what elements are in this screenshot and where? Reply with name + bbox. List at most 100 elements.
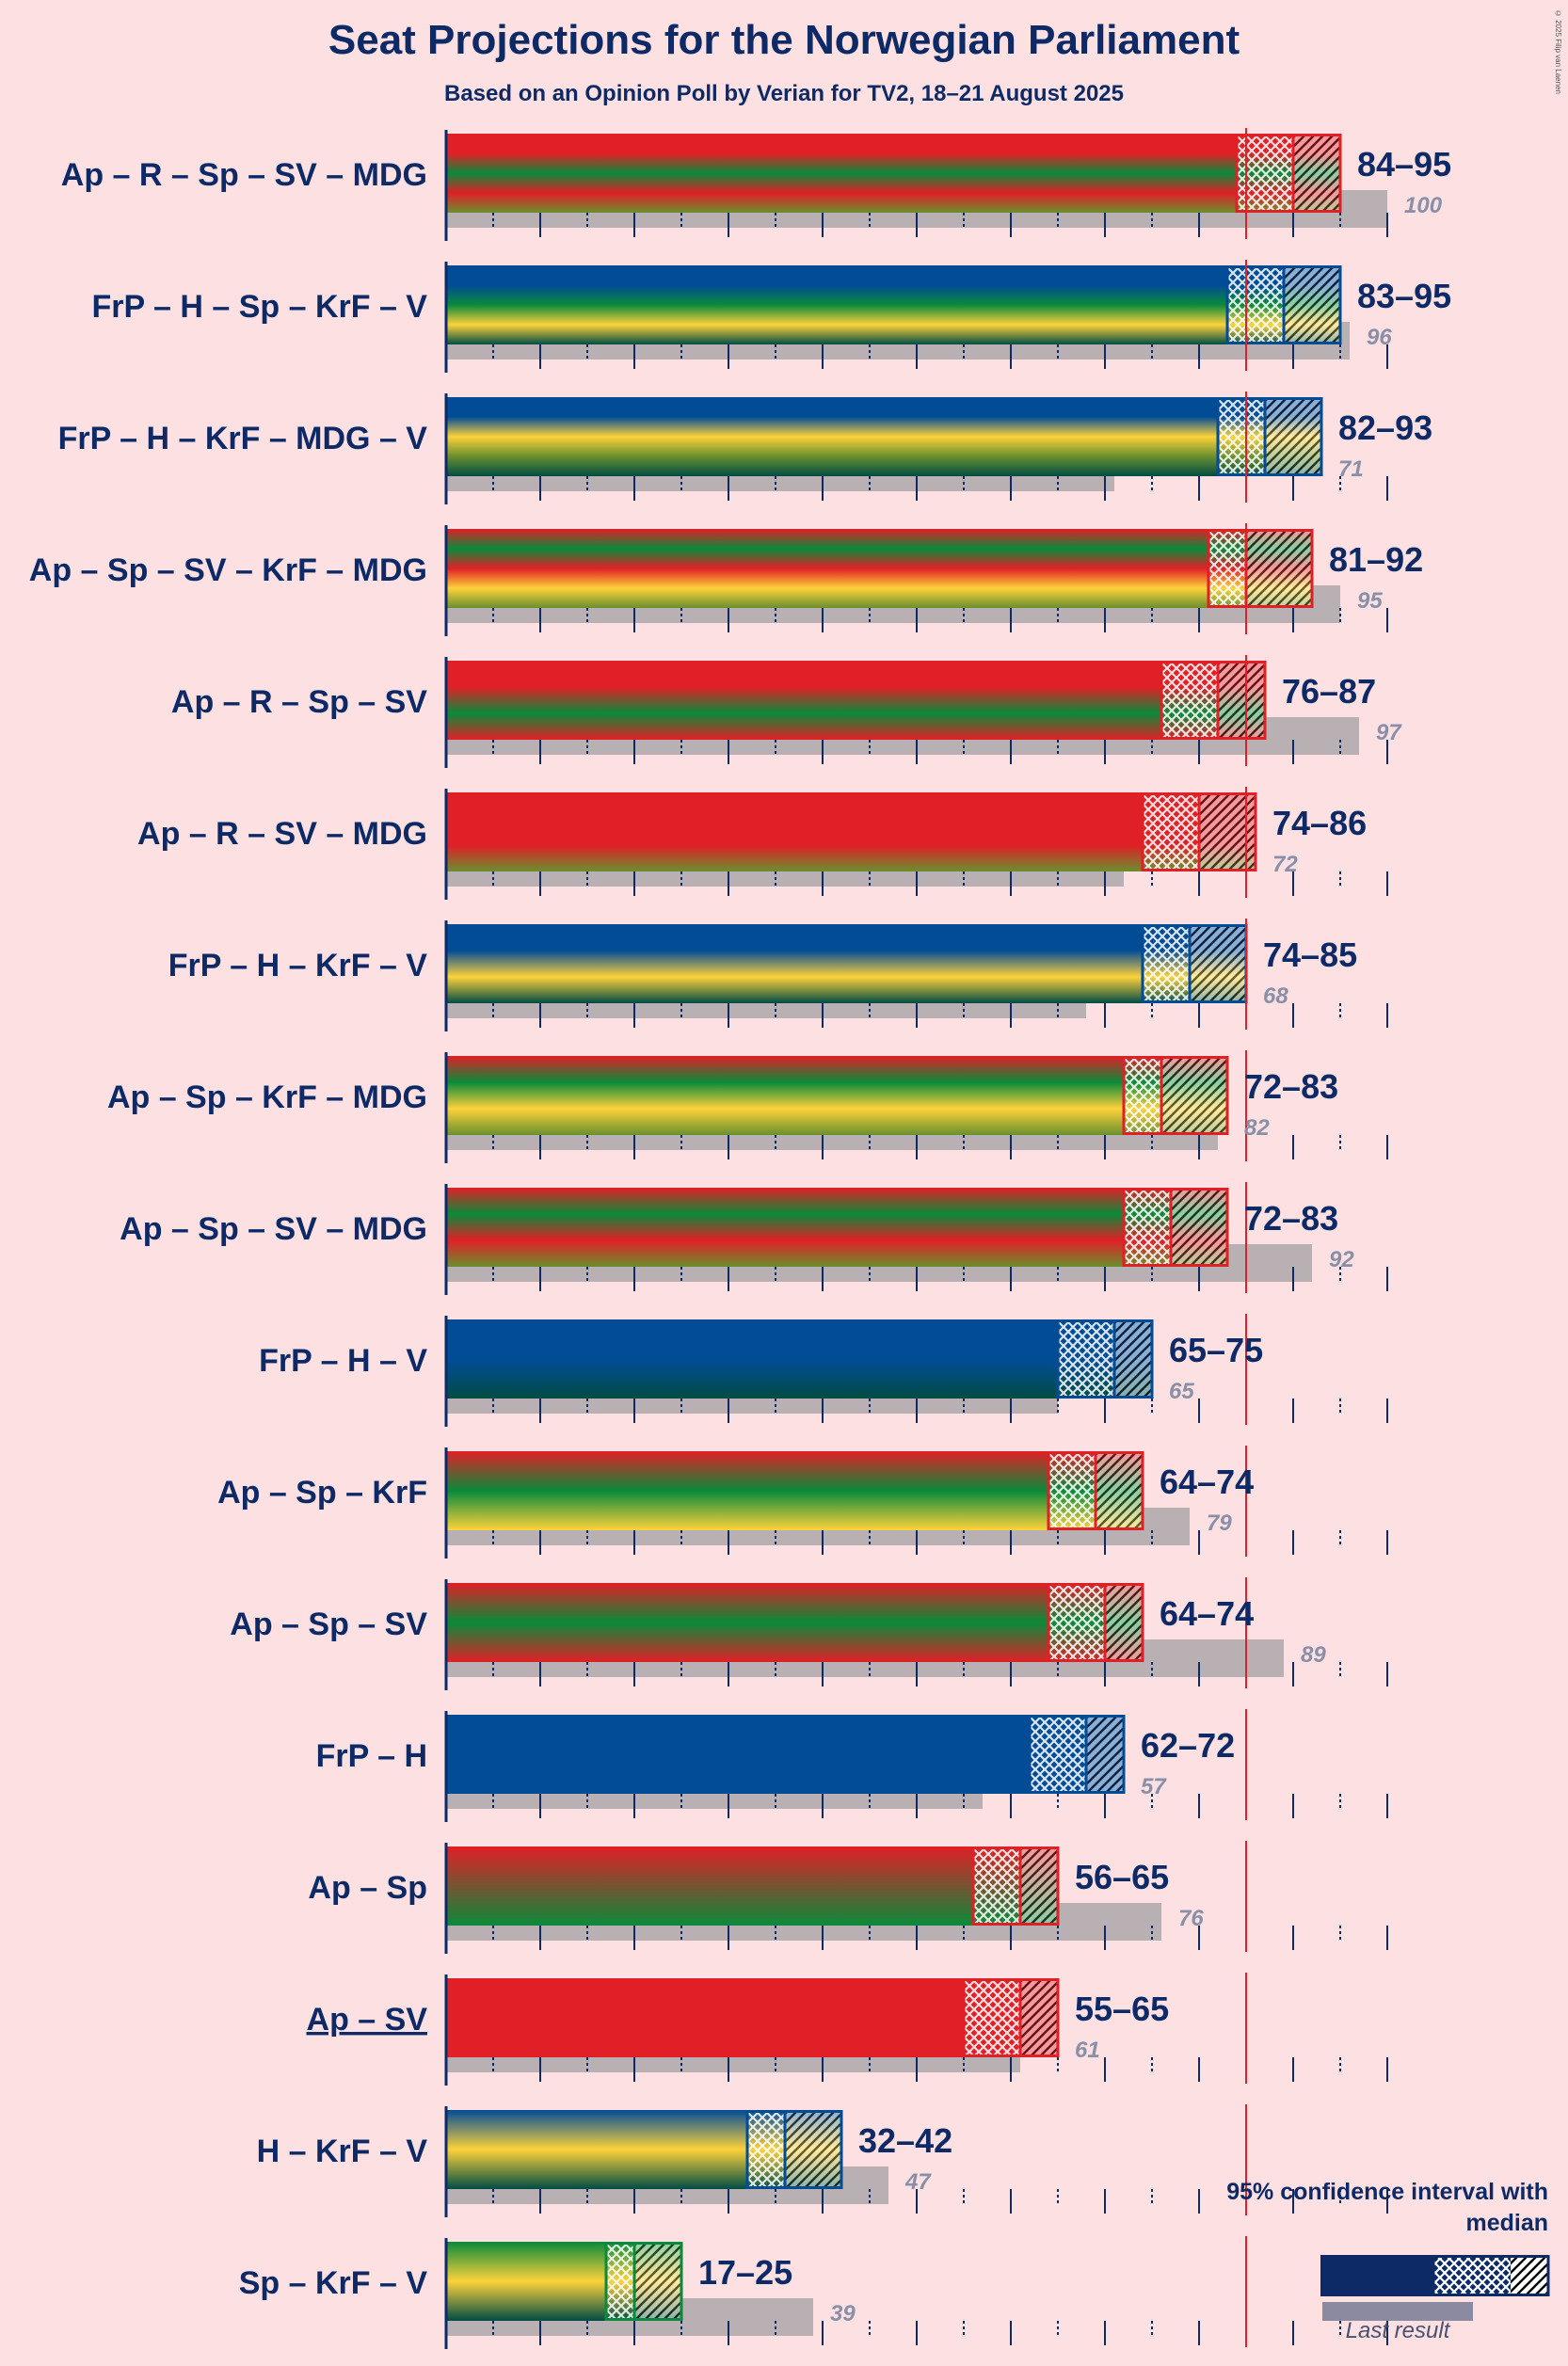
ci-lower-hatch [606, 2242, 634, 2321]
last-result-label: 92 [1329, 1247, 1354, 1272]
ci-outline [1160, 661, 1267, 740]
last-result-label: 95 [1357, 588, 1383, 614]
range-label: 32–42 [858, 2121, 952, 2160]
ci-outline [962, 1978, 1060, 2057]
projection-bar [446, 1056, 1124, 1135]
projection-bar [446, 1846, 973, 1926]
last-result-label: 72 [1272, 852, 1298, 877]
range-label: 17–25 [698, 2253, 792, 2292]
coalition-row: Ap – Sp – SV – MDG 72–83 92 [120, 1182, 1388, 1295]
last-result-label: 61 [1075, 2038, 1100, 2063]
last-result-label: 47 [904, 2169, 932, 2195]
ci-outline [745, 2110, 843, 2189]
ci-lower-hatch [964, 1978, 1020, 2057]
ci-lower-hatch [1143, 924, 1190, 1003]
coalition-row: FrP – H – Sp – KrF – V 83–95 96 [91, 260, 1451, 373]
range-label: 56–65 [1075, 1858, 1169, 1896]
projection-bar [446, 1583, 1048, 1662]
projection-bar [446, 1319, 1058, 1399]
ci-upper-hatch [1293, 134, 1340, 213]
coalition-row: Ap – Sp – KrF – MDG 72–83 82 [107, 1050, 1388, 1163]
last-result-label: 57 [1141, 1774, 1167, 1799]
coalition-row: FrP – H – KrF – MDG – V 82–93 71 [58, 392, 1432, 504]
ci-upper-hatch [1218, 661, 1265, 740]
ci-lower-hatch [747, 2110, 785, 2189]
projection-bar [446, 924, 1143, 1003]
ci-outline [1207, 529, 1314, 608]
projection-bar [446, 2110, 747, 2189]
range-label: 72–83 [1244, 1199, 1338, 1238]
ci-outline [1056, 1319, 1154, 1399]
coalition-row: FrP – H – V 65–75 65 [259, 1314, 1388, 1427]
coalition-label: Ap – R – Sp – SV – MDG [61, 157, 427, 193]
coalition-row: FrP – H 62–72 57 [316, 1709, 1388, 1822]
legend [1320, 2255, 1550, 2321]
ci-upper-hatch [1265, 397, 1321, 476]
ci-lower-hatch [1218, 397, 1265, 476]
ci-lower-hatch [1161, 661, 1218, 740]
last-result-label: 68 [1263, 983, 1288, 1009]
ci-outline [1216, 397, 1323, 476]
projection-bar [446, 1188, 1124, 1267]
ci-lower-hatch [1048, 1451, 1096, 1530]
coalition-label: FrP – H – V [259, 1343, 427, 1379]
ci-outline [1235, 134, 1342, 213]
range-label: 74–86 [1272, 804, 1367, 842]
ci-lower-hatch [973, 1846, 1020, 1926]
ci-lower-hatch [1143, 792, 1199, 871]
ci-upper-hatch [1171, 1188, 1227, 1267]
ci-lower-hatch [1124, 1188, 1171, 1267]
projection-bar [446, 397, 1218, 476]
coalition-label: Ap – R – SV – MDG [137, 816, 427, 852]
ci-upper-hatch [1114, 1319, 1152, 1399]
ci-upper-hatch [1161, 1056, 1227, 1135]
legend-last-result-label: Last result [1345, 2318, 1450, 2343]
projection-bar [446, 529, 1208, 608]
chart-title: Seat Projections for the Norwegian Parli… [328, 17, 1240, 63]
projection-bar [446, 134, 1237, 213]
copyright-notice: © 2025 Filip van Laenen [1554, 9, 1562, 94]
last-result-label: 89 [1301, 1642, 1326, 1668]
projection-bar [446, 2242, 606, 2321]
ci-outline [604, 2242, 683, 2321]
coalition-label: Ap – Sp – KrF – MDG [107, 1079, 427, 1115]
last-result-label: 39 [830, 2301, 856, 2326]
coalition-row: Ap – Sp – SV 64–74 89 [230, 1577, 1388, 1690]
ci-outline [1122, 1188, 1229, 1267]
last-result-label: 97 [1376, 720, 1402, 745]
coalition-label: Ap – Sp – SV – MDG [120, 1211, 427, 1247]
range-label: 62–72 [1141, 1726, 1235, 1765]
projection-bar [446, 1715, 1030, 1794]
range-label: 65–75 [1169, 1331, 1263, 1369]
range-label: 74–85 [1263, 935, 1357, 974]
projection-bar [446, 1978, 964, 2057]
coalition-row: Ap – R – Sp – SV – MDG 84–95 100 [61, 128, 1451, 241]
last-result-label: 100 [1404, 193, 1443, 218]
coalition-row: FrP – H – KrF – V 74–85 68 [168, 919, 1388, 1031]
chart-subtitle: Based on an Opinion Poll by Verian for T… [444, 81, 1124, 106]
ci-upper-hatch [1246, 529, 1312, 608]
ci-upper-hatch [1284, 265, 1340, 344]
ci-lower-hatch [1227, 265, 1284, 344]
last-result-label: 82 [1244, 1115, 1270, 1141]
coalition-row: Ap – Sp – KrF 64–74 79 [217, 1446, 1388, 1559]
ci-outline [971, 1846, 1060, 1926]
ci-upper-hatch [1096, 1451, 1143, 1530]
coalition-label: FrP – H [316, 1738, 427, 1774]
coalition-label: Sp – KrF – V [239, 2265, 428, 2301]
range-label: 72–83 [1244, 1067, 1338, 1106]
coalition-row: Sp – KrF – V 17–25 39 [239, 2236, 1388, 2349]
last-result-label: 65 [1169, 1379, 1194, 1404]
projection-bar [446, 792, 1143, 871]
coalition-label: H – KrF – V [257, 2134, 428, 2169]
coalition-label: Ap – SV [307, 2002, 428, 2038]
legend-median-hatch [1433, 2255, 1511, 2296]
last-result-label: 79 [1207, 1511, 1232, 1536]
range-label: 64–74 [1160, 1594, 1254, 1633]
ci-upper-hatch [634, 2242, 681, 2321]
range-label: 64–74 [1160, 1463, 1254, 1501]
coalition-row: Ap – Sp 56–65 76 [308, 1841, 1388, 1954]
legend-title: 95% confidence interval with median [1226, 2179, 1548, 2236]
projection-bar [446, 265, 1227, 344]
range-label: 76–87 [1282, 672, 1376, 711]
